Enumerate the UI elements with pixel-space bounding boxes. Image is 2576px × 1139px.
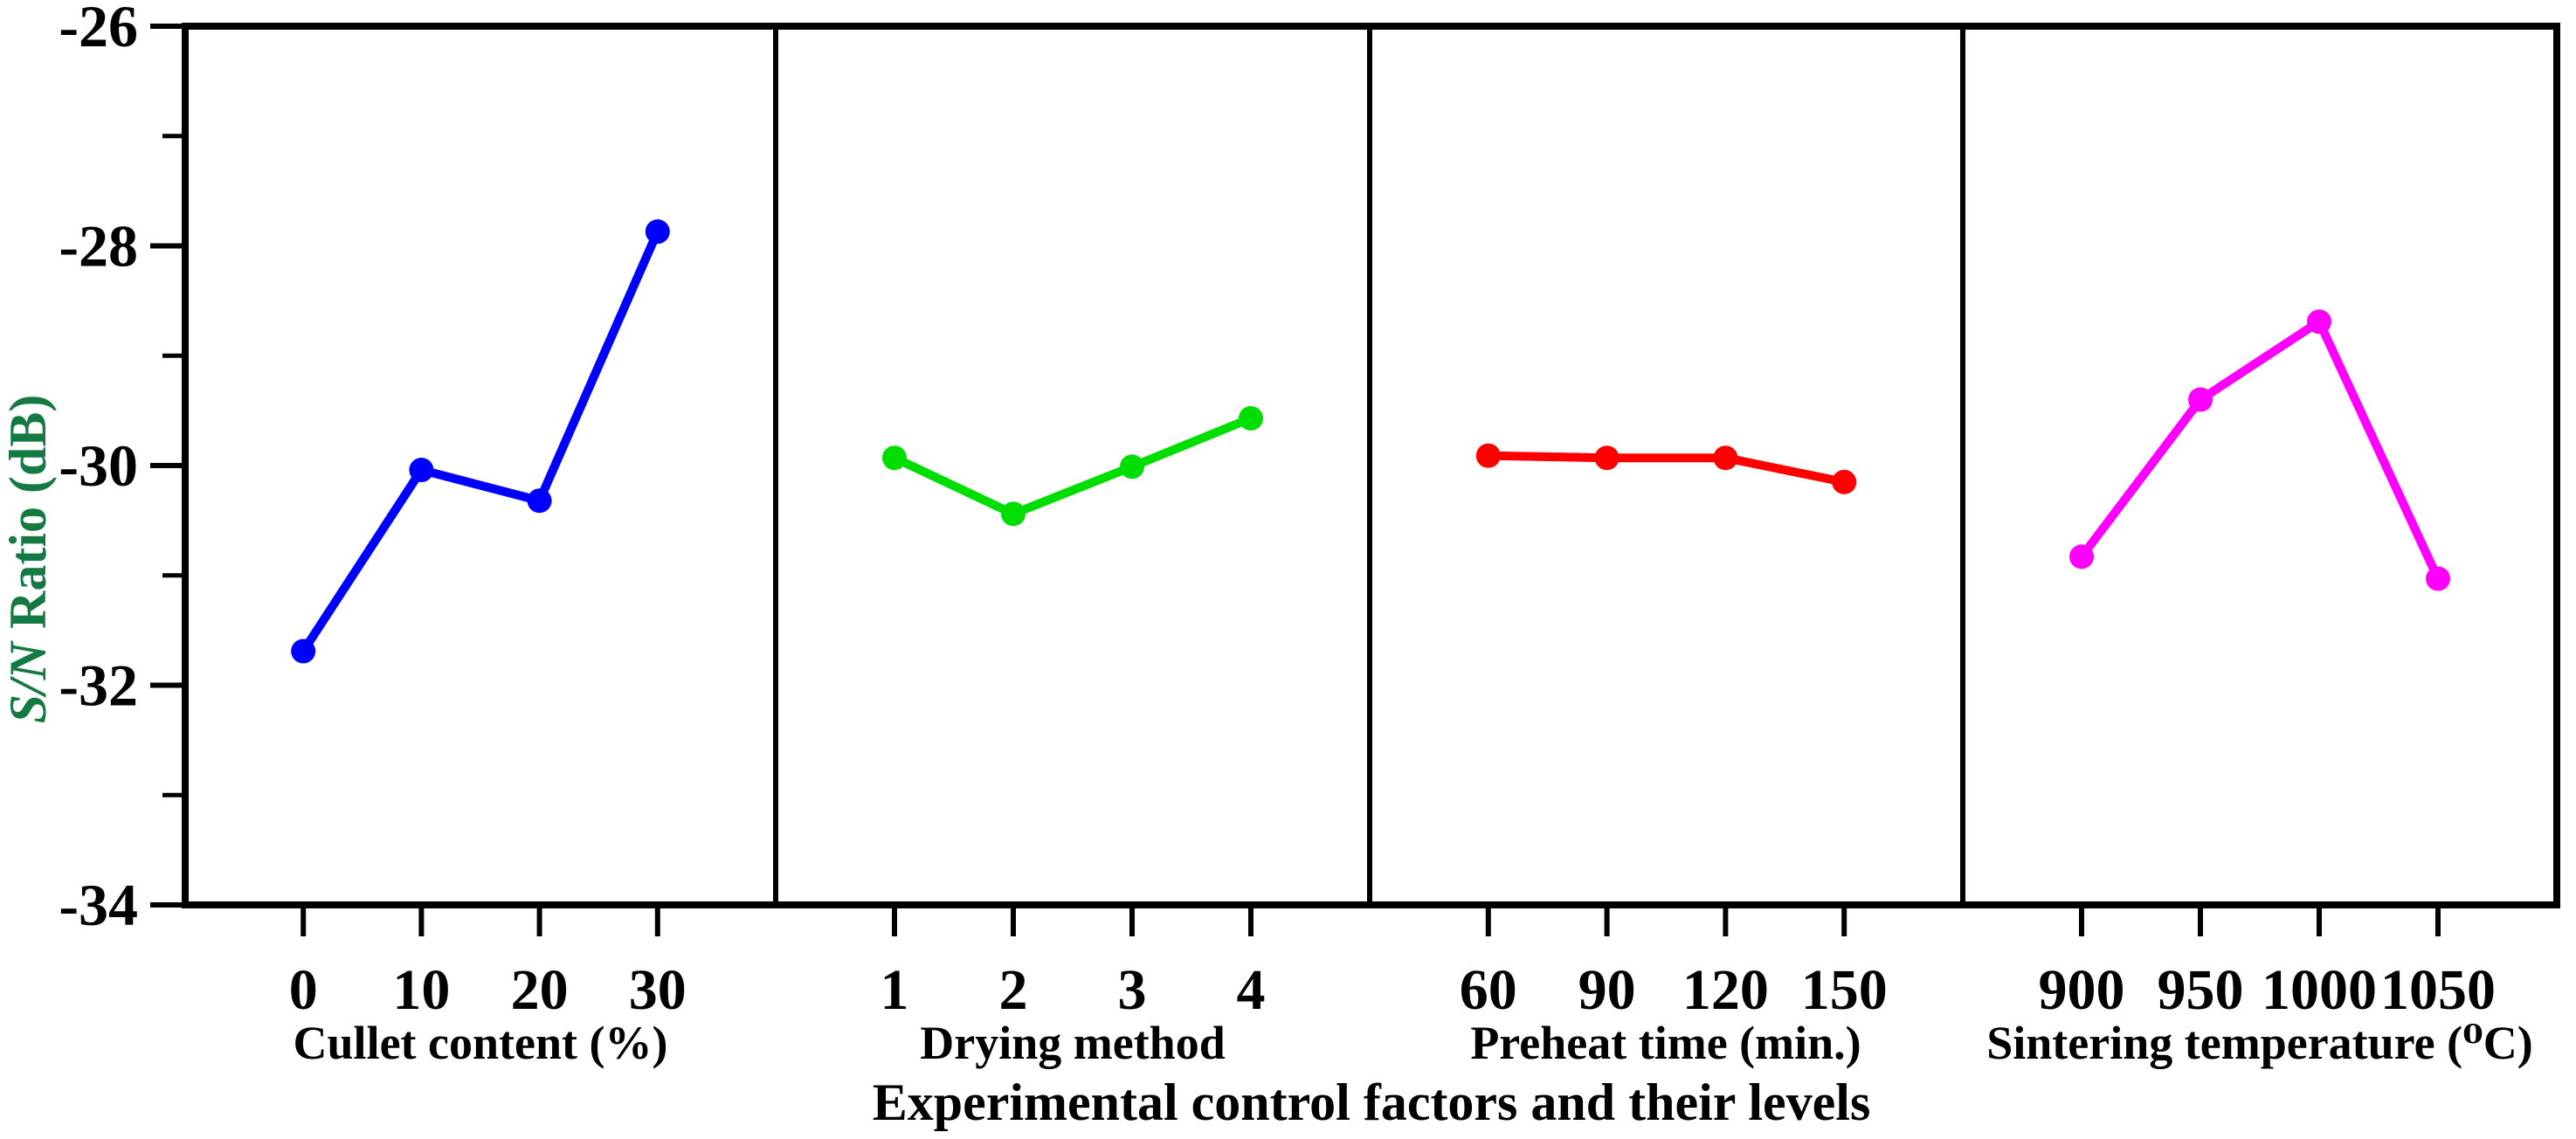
y-axis-title-rest: Ratio (dB) (0, 395, 57, 629)
x-tick-label-sintering-temperature: 1050 (2380, 958, 2496, 1022)
x-tick-label-cullet-content: 0 (289, 958, 318, 1022)
x-tick-label-drying-method: 4 (1237, 958, 1266, 1022)
data-point-cullet-content (645, 219, 670, 245)
data-point-drying-method (1001, 501, 1026, 527)
x-tick-label-preheat-time: 150 (1801, 958, 1888, 1022)
data-point-drying-method (1120, 454, 1144, 480)
y-tick-label: -30 (59, 432, 138, 499)
data-point-sintering-temperature (2426, 566, 2450, 591)
data-point-cullet-content (527, 488, 552, 514)
series-line-preheat-time (1483, 451, 1849, 487)
data-point-cullet-content (291, 639, 316, 664)
series-line-cullet-content (299, 227, 662, 656)
data-point-preheat-time (1594, 445, 1619, 471)
y-tick-label: -32 (59, 652, 138, 719)
data-point-preheat-time (1713, 445, 1738, 471)
x-tick-label-drying-method: 2 (999, 958, 1028, 1022)
data-point-cullet-content (409, 458, 434, 483)
data-point-preheat-time (1475, 443, 1501, 468)
y-tick-label: -28 (59, 213, 138, 280)
panel-title-drying-method: Drying method (920, 1017, 1226, 1069)
x-tick-label-drying-method: 1 (881, 958, 909, 1022)
data-point-sintering-temperature (2307, 309, 2331, 335)
data-point-sintering-temperature (2188, 387, 2213, 412)
data-point-preheat-time (1832, 469, 1857, 494)
figure-bottom-title: Experimental control factors and their l… (873, 1073, 1871, 1131)
data-point-drying-method (1239, 405, 1263, 431)
x-tick-label-cullet-content: 20 (511, 958, 569, 1022)
panel-title-cullet-content: Cullet content (%) (294, 1017, 668, 1069)
series-line-sintering-temperature (2077, 317, 2442, 583)
series-line-drying-method (890, 413, 1255, 519)
y-tick-label: -34 (59, 872, 138, 938)
x-tick-label-cullet-content: 30 (629, 958, 687, 1022)
panel-title-sintering-temperature: Sintering temperature (⁰C) (1986, 1017, 2533, 1069)
x-tick-label-sintering-temperature: 1000 (2262, 958, 2377, 1022)
y-axis-title-italic: S/N (0, 639, 57, 723)
x-tick-label-preheat-time: 60 (1460, 958, 1517, 1022)
x-tick-label-drying-method: 3 (1118, 958, 1147, 1022)
x-tick-label-cullet-content: 10 (392, 958, 450, 1022)
y-axis-title: S/N Ratio (dB) (0, 395, 57, 724)
data-point-drying-method (882, 445, 907, 471)
y-tick-label: -26 (59, 0, 138, 59)
panel-title-preheat-time: Preheat time (min.) (1470, 1017, 1861, 1069)
x-tick-label-preheat-time: 90 (1578, 958, 1636, 1022)
x-tick-label-sintering-temperature: 950 (2158, 958, 2244, 1022)
data-point-sintering-temperature (2069, 544, 2094, 570)
x-tick-label-sintering-temperature: 900 (2039, 958, 2125, 1022)
x-tick-label-preheat-time: 120 (1682, 958, 1769, 1022)
